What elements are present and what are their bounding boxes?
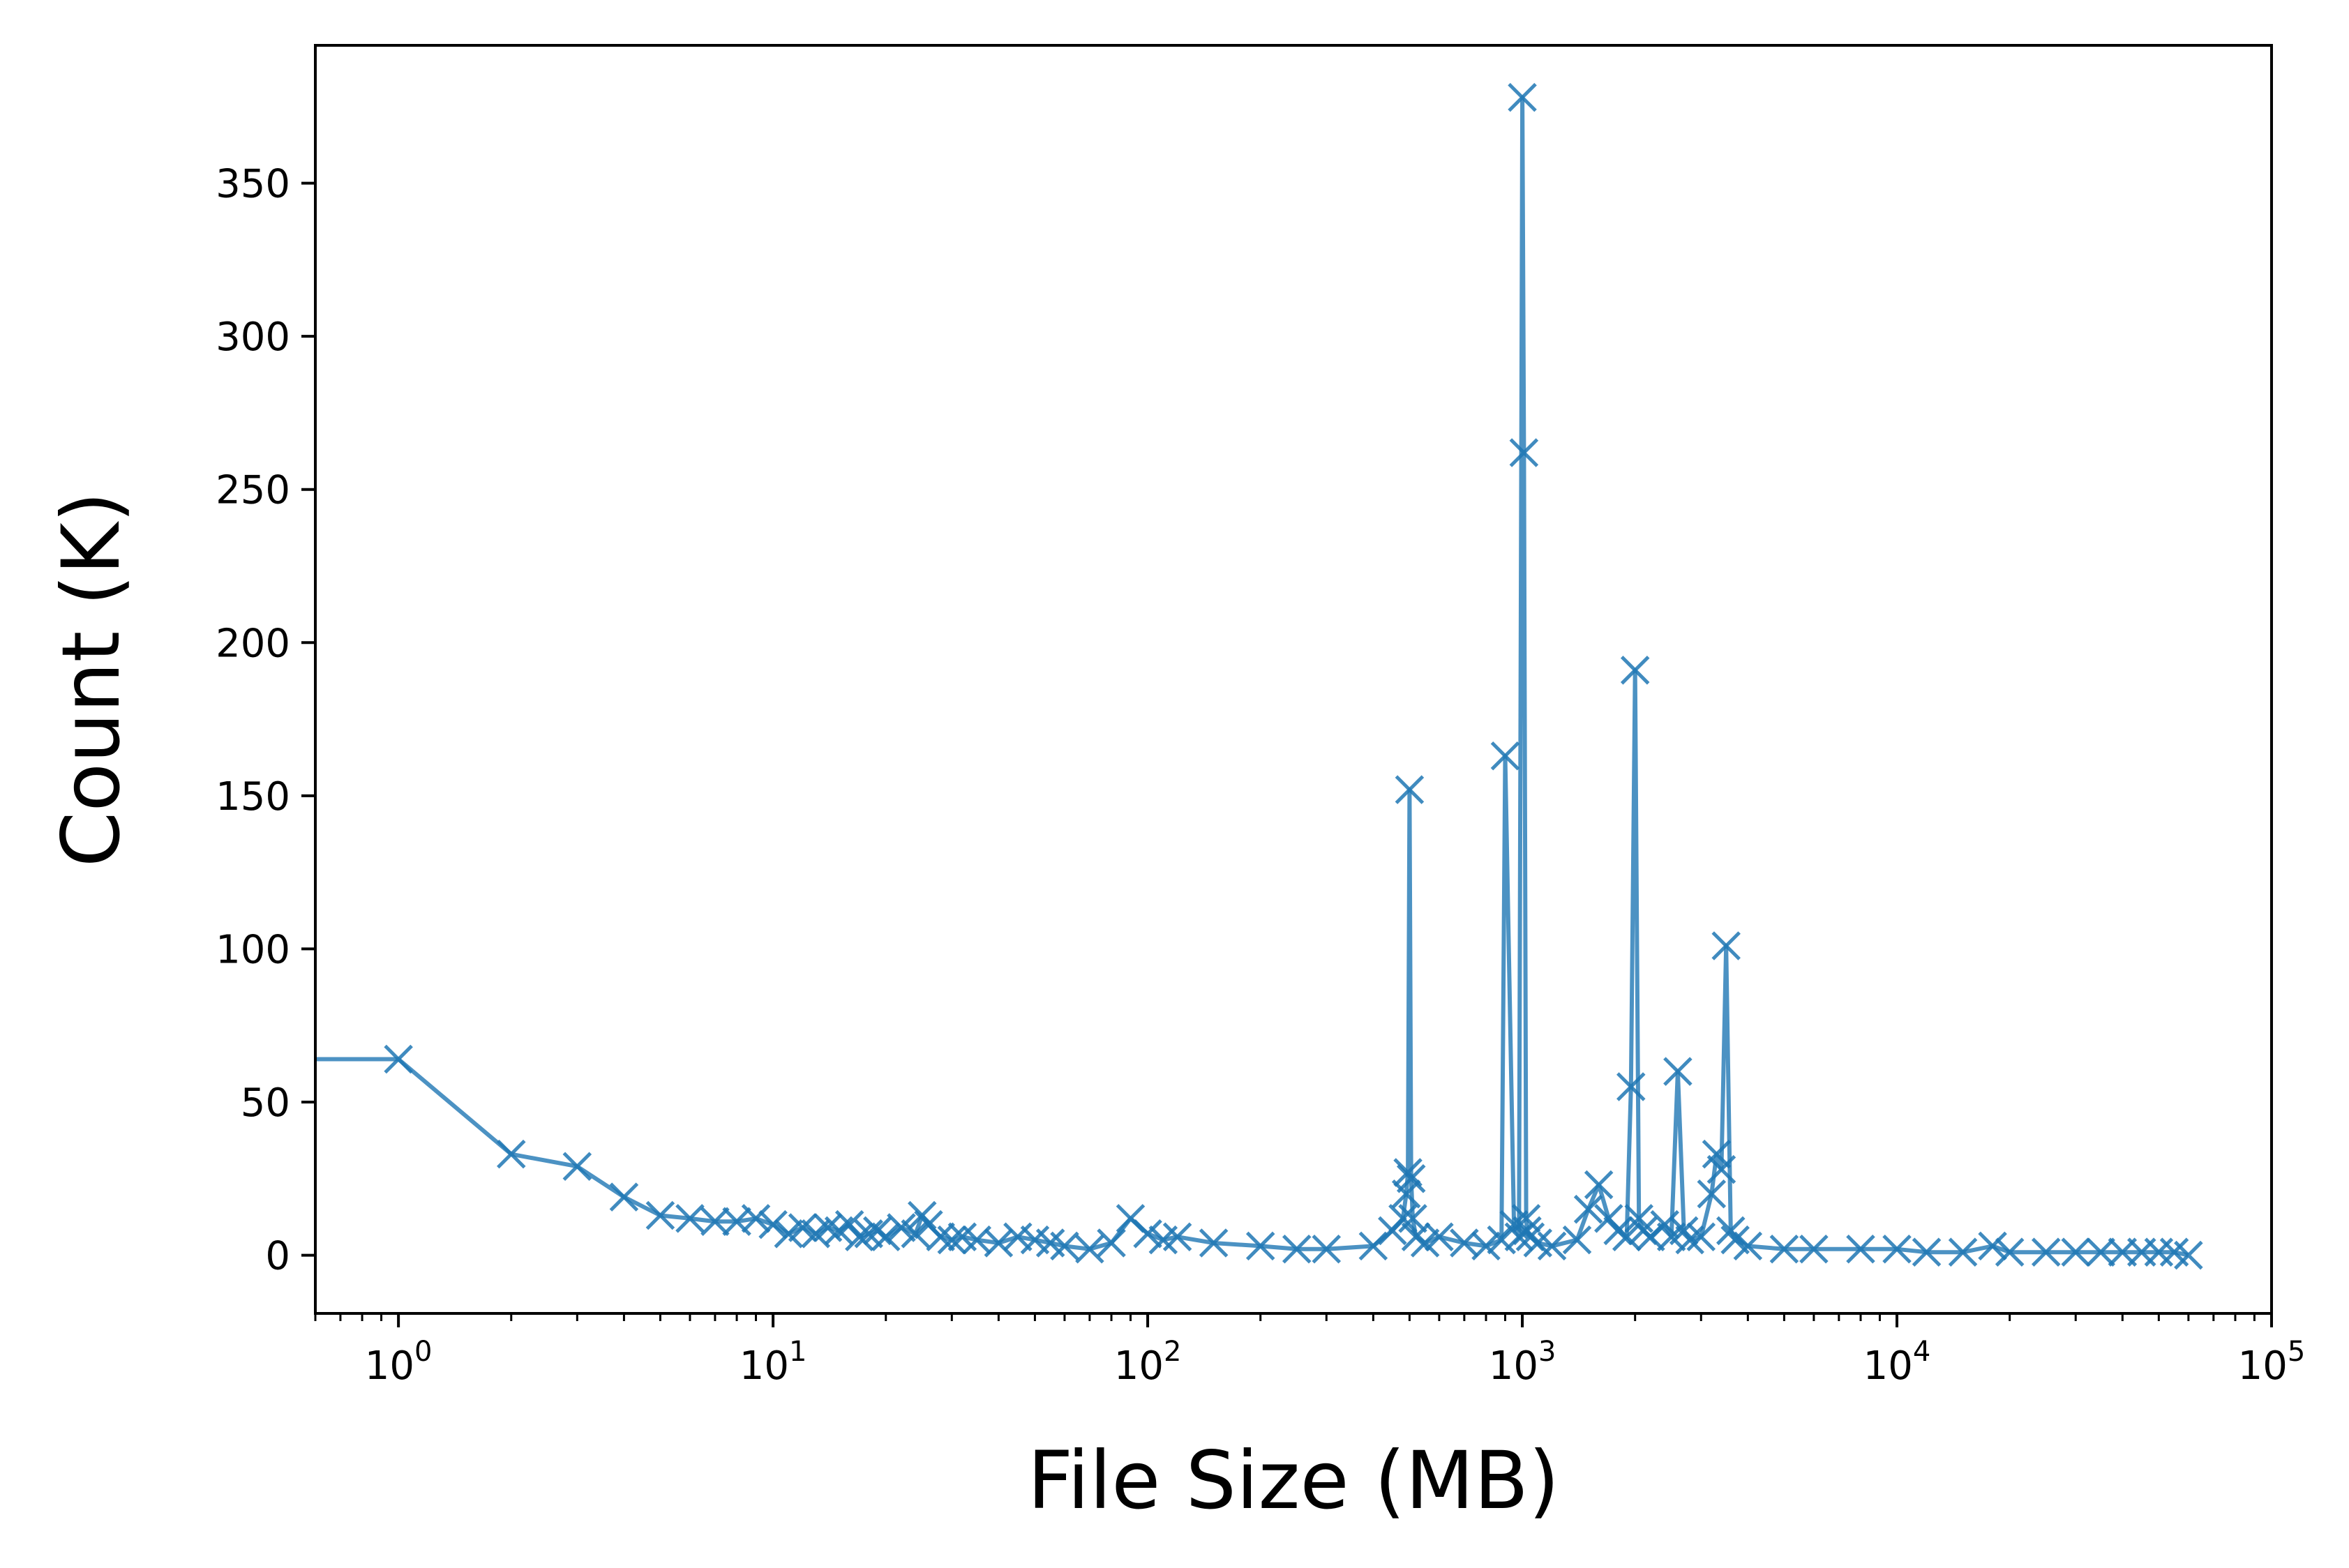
data-point-marker: [1603, 1216, 1633, 1246]
data-point-marker: [2174, 1240, 2203, 1270]
data-point-marker: [675, 1204, 705, 1233]
data-point-marker: [1882, 1235, 1912, 1264]
data-point-marker: [1697, 1179, 1727, 1209]
data-point-marker: [854, 1219, 883, 1249]
data-point-marker: [2086, 1237, 2115, 1267]
data-point-marker: [1675, 1225, 1704, 1255]
data-point-marker: [1425, 1222, 1454, 1251]
y-tick-label: 350: [216, 162, 290, 207]
data-point-marker: [1508, 82, 1537, 112]
data-point-marker: [1616, 1072, 1646, 1101]
data-point-marker: [2061, 1237, 2090, 1267]
data-point-marker: [1562, 1225, 1592, 1255]
data-point-marker: [758, 1209, 788, 1239]
data-point-marker: [1799, 1235, 1829, 1264]
data-point-marker: [1075, 1235, 1104, 1264]
data-point-marker: [1706, 1154, 1736, 1184]
data-point-marker: [1050, 1231, 1079, 1261]
data-point-marker: [1162, 1222, 1192, 1251]
data-point-marker: [1846, 1235, 1875, 1264]
data-point-marker: [1663, 1057, 1693, 1086]
data-point-marker: [1358, 1231, 1388, 1261]
data-point-marker: [1396, 1164, 1426, 1193]
data-point-marker: [1733, 1231, 1763, 1261]
data-point-marker: [609, 1182, 639, 1212]
data-point-marker: [2031, 1237, 2061, 1267]
data-point-marker: [984, 1228, 1014, 1258]
data-point-marker: [1948, 1237, 1978, 1267]
data-point-marker: [1511, 1204, 1541, 1233]
y-tick-label: 250: [216, 468, 290, 513]
data-point-marker: [871, 1222, 901, 1251]
data-point-marker: [1199, 1228, 1229, 1258]
data-point-marker: [384, 1044, 413, 1074]
y-tick-label: 50: [241, 1080, 290, 1126]
plot-frame: [314, 44, 2273, 1315]
data-point-marker: [562, 1152, 592, 1181]
data-point-marker: [926, 1222, 955, 1251]
y-tick-label: 200: [216, 621, 290, 666]
data-point-marker: [1573, 1194, 1603, 1224]
data-point-marker: [1133, 1219, 1162, 1249]
data-point-marker: [1702, 1139, 1732, 1169]
data-point-marker: [1711, 931, 1741, 960]
data-point-marker: [774, 1219, 804, 1249]
data-point-marker: [1282, 1235, 1312, 1264]
y-tick-label: 150: [216, 774, 290, 820]
data-point-marker: [645, 1200, 675, 1230]
data-point-marker: [1584, 1170, 1614, 1200]
x-tick-label: 104: [1863, 1336, 1931, 1389]
data-point-marker: [1509, 438, 1539, 467]
data-point-marker: [497, 1139, 526, 1169]
plot-series-layer: [315, 82, 2203, 1270]
data-point-marker: [741, 1204, 771, 1233]
data-point-marker: [1410, 1228, 1440, 1258]
data-point-marker: [1978, 1231, 2007, 1261]
data-point-marker: [1312, 1235, 1342, 1264]
data-point-marker: [845, 1222, 874, 1251]
data-point-marker: [901, 1219, 931, 1249]
y-tick-label: 0: [265, 1234, 290, 1279]
data-point-marker: [887, 1213, 916, 1242]
data-point-marker: [1612, 1222, 1642, 1251]
y-axis-title: Count (K): [45, 492, 137, 868]
data-point-marker: [1912, 1237, 1942, 1267]
data-point-marker: [1003, 1222, 1033, 1251]
data-point-marker: [937, 1225, 967, 1255]
data-point-marker: [1686, 1222, 1716, 1251]
data-point-marker: [1769, 1235, 1799, 1264]
data-point-marker: [1245, 1231, 1275, 1261]
y-axis-ticks: 0 50 100 150 200 250 300 350: [216, 162, 315, 1279]
data-point-marker: [1995, 1237, 2025, 1267]
data-point-marker: [1471, 1231, 1501, 1261]
data-point-marker: [1393, 1158, 1423, 1187]
data-point-marker: [1620, 656, 1650, 685]
data-point-marker: [1490, 741, 1520, 771]
y-tick-label: 300: [216, 315, 290, 360]
data-point-marker: [700, 1207, 730, 1237]
data-point-marker: [1537, 1231, 1567, 1261]
data-point-marker: [1388, 1204, 1418, 1233]
y-tick-label: 100: [216, 927, 290, 972]
data-point-marker: [1097, 1228, 1126, 1258]
x-axis-title: File Size (MB): [1028, 1434, 1560, 1527]
data-point-marker: [1395, 775, 1425, 804]
data-point-marker: [1487, 1225, 1517, 1255]
data-point-marker: [1669, 1216, 1699, 1246]
